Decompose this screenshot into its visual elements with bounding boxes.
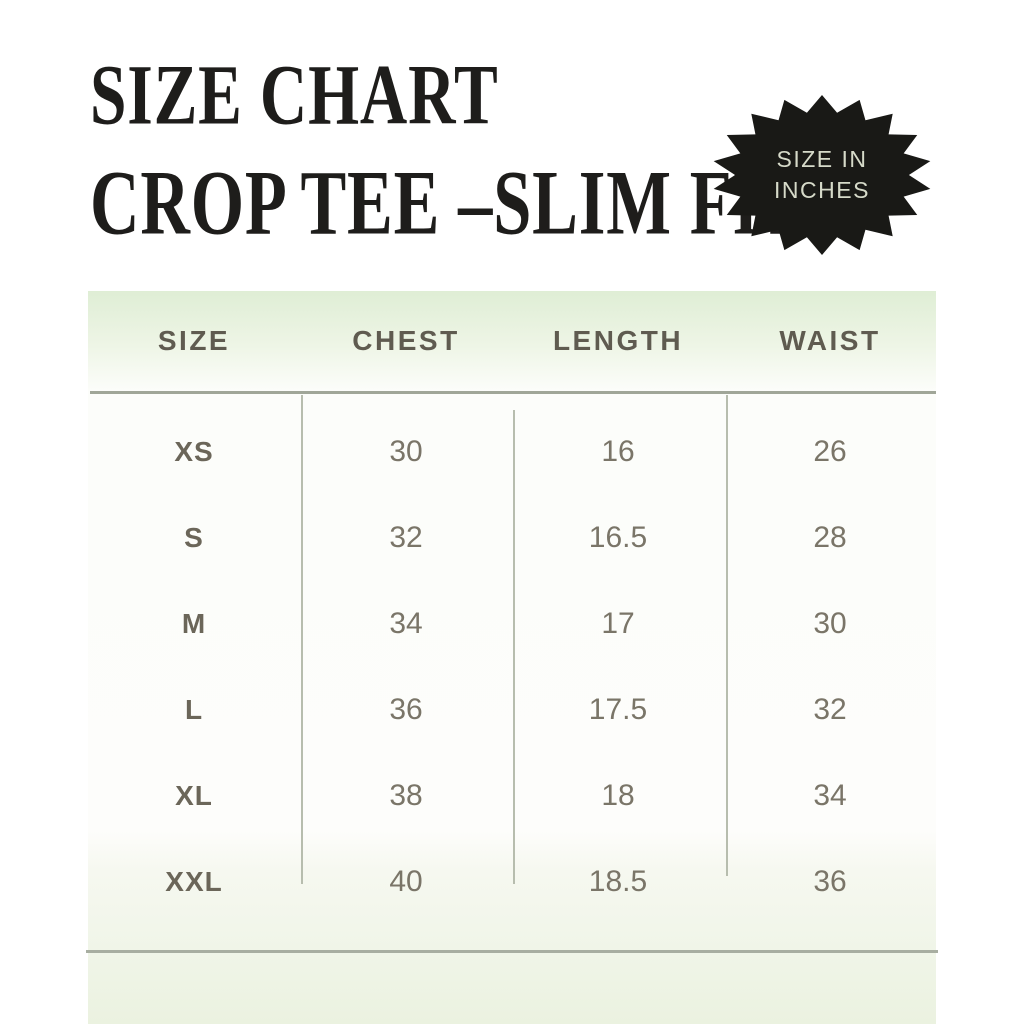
table-header-row: SIZE CHEST LENGTH WAIST xyxy=(88,291,936,391)
table-row-xl-waist: 34 xyxy=(813,779,847,812)
table-row-s-waist: 28 xyxy=(813,521,847,554)
table-row-xs-chest: 30 xyxy=(389,435,423,468)
table-row-xl-length: 18 xyxy=(601,779,635,812)
table-row-xl-chest: 38 xyxy=(389,779,423,812)
table-row-l-length: 17.5 xyxy=(588,693,648,726)
size-in-inches-badge: SIZE IN INCHES xyxy=(712,95,932,255)
table-row-xxl-chest: 40 xyxy=(389,865,423,898)
table-row-m-length: 17 xyxy=(601,607,635,640)
badge-text-line2: INCHES xyxy=(774,177,870,203)
table-row-m-size: M xyxy=(181,608,207,639)
column-header-chest: CHEST xyxy=(352,325,460,356)
table-row-xs-size: XS xyxy=(174,436,214,467)
table-bottom-line xyxy=(86,950,938,953)
badge-text-line1: SIZE IN xyxy=(776,145,868,172)
column-header-waist: WAIST xyxy=(779,325,881,356)
page-title: SIZE CHART CROP TEE –SLIM FIT xyxy=(90,46,1009,249)
table-row-xs-waist: 26 xyxy=(813,435,847,468)
column-divider-3 xyxy=(726,395,728,876)
badge-text: SIZE IN INCHES xyxy=(712,95,932,255)
table-row-s-size: S xyxy=(184,522,204,553)
table-row-m-waist: 30 xyxy=(813,607,847,640)
page-title-line1: SIZE CHART xyxy=(90,46,499,143)
table-row-xs-length: 16 xyxy=(601,435,635,468)
table-row-xxl-length: 18.5 xyxy=(588,865,648,898)
table-row-m-chest: 34 xyxy=(389,607,423,640)
table-row-l-chest: 36 xyxy=(389,693,423,726)
column-header-size: SIZE xyxy=(157,325,231,356)
table-row-l-waist: 32 xyxy=(813,693,847,726)
size-table-card: SIZE CHEST LENGTH WAIST XS 30 16 26 S 32… xyxy=(86,291,938,1024)
table-body: XS 30 16 26 S 32 16.5 28 M 34 17 30 L 36… xyxy=(88,409,936,925)
column-header-length: LENGTH xyxy=(552,325,684,356)
page-title-line2: CROP TEE –SLIM FIT xyxy=(90,152,807,255)
column-divider-1 xyxy=(301,395,303,884)
table-row-xxl-size: XXL xyxy=(165,866,223,897)
table-row-xxl-waist: 36 xyxy=(813,865,847,898)
column-divider-2 xyxy=(513,410,515,884)
table-row-s-length: 16.5 xyxy=(588,521,648,554)
header-divider-line xyxy=(90,391,936,394)
table-row-xl-size: XL xyxy=(175,780,213,811)
table-row-s-chest: 32 xyxy=(389,521,423,554)
table-row-l-size: L xyxy=(184,694,204,725)
